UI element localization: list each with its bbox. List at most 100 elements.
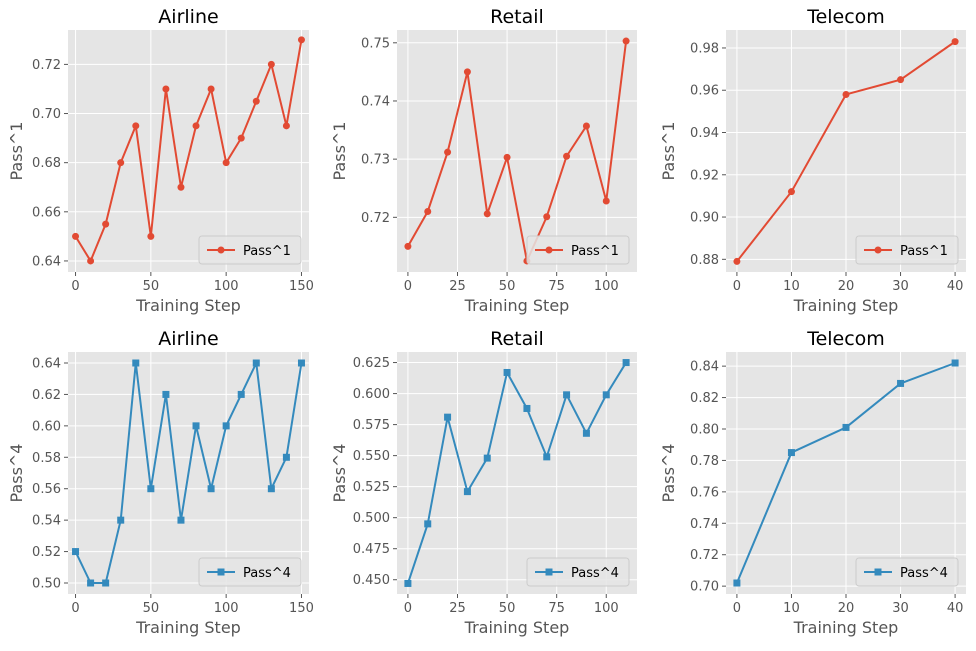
data-point — [192, 422, 200, 430]
data-point — [102, 220, 110, 228]
chart-title: Airline — [158, 6, 218, 28]
x-axis-label: Training Step — [135, 618, 241, 637]
plot-background — [397, 30, 637, 272]
data-point — [207, 85, 215, 93]
data-point — [842, 423, 850, 431]
panel-6: 0 10 20 30 40 0.70 0.72 0.74 0.76 0.78 0.80 0.82 0.8… — [659, 328, 966, 637]
legend-label: Pass^1 — [900, 244, 948, 259]
legend-box — [526, 235, 630, 265]
data-point — [117, 516, 125, 524]
x-tick-label: 50 — [499, 601, 516, 616]
x-tick-label: 0 — [733, 601, 741, 616]
chart-title: Telecom — [806, 328, 885, 350]
data-point — [117, 159, 125, 167]
chart-title: Retail — [490, 328, 544, 350]
data-point — [543, 213, 551, 221]
data-point — [503, 368, 511, 376]
data-point — [87, 257, 95, 265]
y-tick-label: 0.82 — [690, 391, 719, 406]
data-point — [733, 579, 741, 587]
data-point — [787, 449, 795, 457]
data-point — [951, 38, 959, 46]
x-axis-label: Training Step — [464, 296, 570, 315]
data-point — [177, 183, 185, 191]
y-tick-label: 0.96 — [690, 84, 719, 99]
y-tick-label: 0.78 — [690, 454, 719, 469]
x-tick-label: 100 — [214, 601, 239, 616]
legend-marker — [217, 568, 225, 576]
x-axis-label: Training Step — [793, 618, 899, 637]
series-line — [74, 362, 303, 584]
y-axis-label: Pass^4 — [659, 444, 678, 503]
y-tick-label: 0.80 — [690, 423, 719, 438]
x-tick-label: 30 — [892, 279, 909, 294]
x-tick-label: 0 — [404, 601, 412, 616]
data-point — [733, 257, 741, 265]
legend-box — [198, 235, 302, 265]
legend: Pass^4 — [198, 557, 302, 587]
data-point — [897, 76, 905, 84]
y-tick-label: 0.72 — [361, 211, 390, 226]
data-point — [897, 379, 905, 387]
panel-2: 0 25 50 75 100 0.72 0.73 0.74 0.75 Retail Training… — [330, 6, 637, 315]
legend: Pass^4 — [526, 557, 630, 587]
legend-label: Pass^4 — [571, 566, 619, 581]
x-tick-label: 20 — [838, 601, 855, 616]
legend-marker — [874, 568, 882, 576]
y-tick-label: 0.90 — [690, 211, 719, 226]
y-tick-label: 0.575 — [353, 418, 390, 433]
data-point — [237, 134, 245, 142]
y-tick-label: 0.54 — [32, 514, 61, 529]
x-tick-label: 10 — [783, 601, 800, 616]
y-tick-label: 0.625 — [353, 356, 390, 371]
data-point — [222, 422, 230, 430]
data-point — [622, 359, 630, 367]
legend-box — [855, 557, 959, 587]
y-tick-label: 0.94 — [690, 126, 719, 141]
data-point — [563, 391, 571, 399]
chart-title: Telecom — [806, 6, 885, 28]
x-tick-label: 75 — [548, 601, 565, 616]
legend: Pass^1 — [526, 235, 630, 265]
data-point — [602, 197, 610, 205]
y-tick-label: 0.88 — [690, 253, 719, 268]
y-tick-label: 0.92 — [690, 168, 719, 183]
chart-title: Airline — [158, 328, 218, 350]
y-tick-label: 0.64 — [32, 254, 61, 269]
data-point — [192, 122, 200, 130]
legend-marker — [217, 246, 225, 254]
data-point — [222, 159, 230, 167]
data-point — [444, 148, 452, 156]
panel-4: 0 50 100 150 0.50 0.52 0.54 0.56 0.58 0.60 0.62 0.6… — [7, 328, 314, 637]
legend-marker — [545, 568, 553, 576]
legend-label: Pass^4 — [900, 566, 948, 581]
x-axis-label: Training Step — [464, 618, 570, 637]
y-tick-label: 0.74 — [361, 94, 390, 109]
legend-marker — [545, 246, 553, 254]
data-point — [267, 60, 275, 68]
y-tick-label: 0.75 — [361, 36, 390, 51]
x-tick-label: 50 — [499, 279, 516, 294]
x-tick-label: 40 — [947, 601, 964, 616]
legend-label: Pass^1 — [571, 244, 619, 259]
data-point — [72, 548, 80, 556]
data-point — [267, 485, 275, 493]
y-tick-label: 0.450 — [353, 573, 390, 588]
data-point — [162, 390, 170, 398]
x-tick-label: 25 — [449, 601, 466, 616]
legend: Pass^4 — [855, 557, 959, 587]
series-line — [407, 40, 628, 262]
data-point — [404, 579, 412, 587]
x-tick-label: 30 — [892, 601, 909, 616]
legend: Pass^1 — [855, 235, 959, 265]
panel-1: 0 50 100 150 0.64 0.66 0.68 0.70 0.72 Airline Trai… — [7, 6, 314, 315]
y-tick-label: 0.62 — [32, 388, 61, 403]
y-axis-label: Pass^1 — [330, 122, 349, 181]
y-tick-label: 0.76 — [690, 485, 719, 500]
series-line — [406, 362, 627, 584]
data-point — [404, 242, 412, 250]
panel-5: 0 25 50 75 100 0.450 0.475 0.500 0.525 0.550 0.575… — [330, 328, 637, 637]
y-tick-label: 0.70 — [32, 107, 61, 122]
data-point — [951, 359, 959, 367]
legend-marker — [874, 246, 882, 254]
